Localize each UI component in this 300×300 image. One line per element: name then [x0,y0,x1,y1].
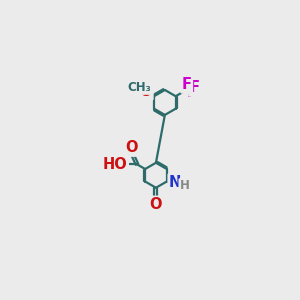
Text: O: O [140,84,152,99]
Text: H: H [180,179,190,193]
Text: F: F [182,77,192,92]
Text: O: O [150,197,162,212]
Text: F: F [186,85,196,100]
Text: F: F [190,80,200,95]
Text: HO: HO [103,157,128,172]
Text: O: O [125,140,138,155]
Text: N: N [169,175,181,190]
Text: CH₃: CH₃ [128,81,151,94]
